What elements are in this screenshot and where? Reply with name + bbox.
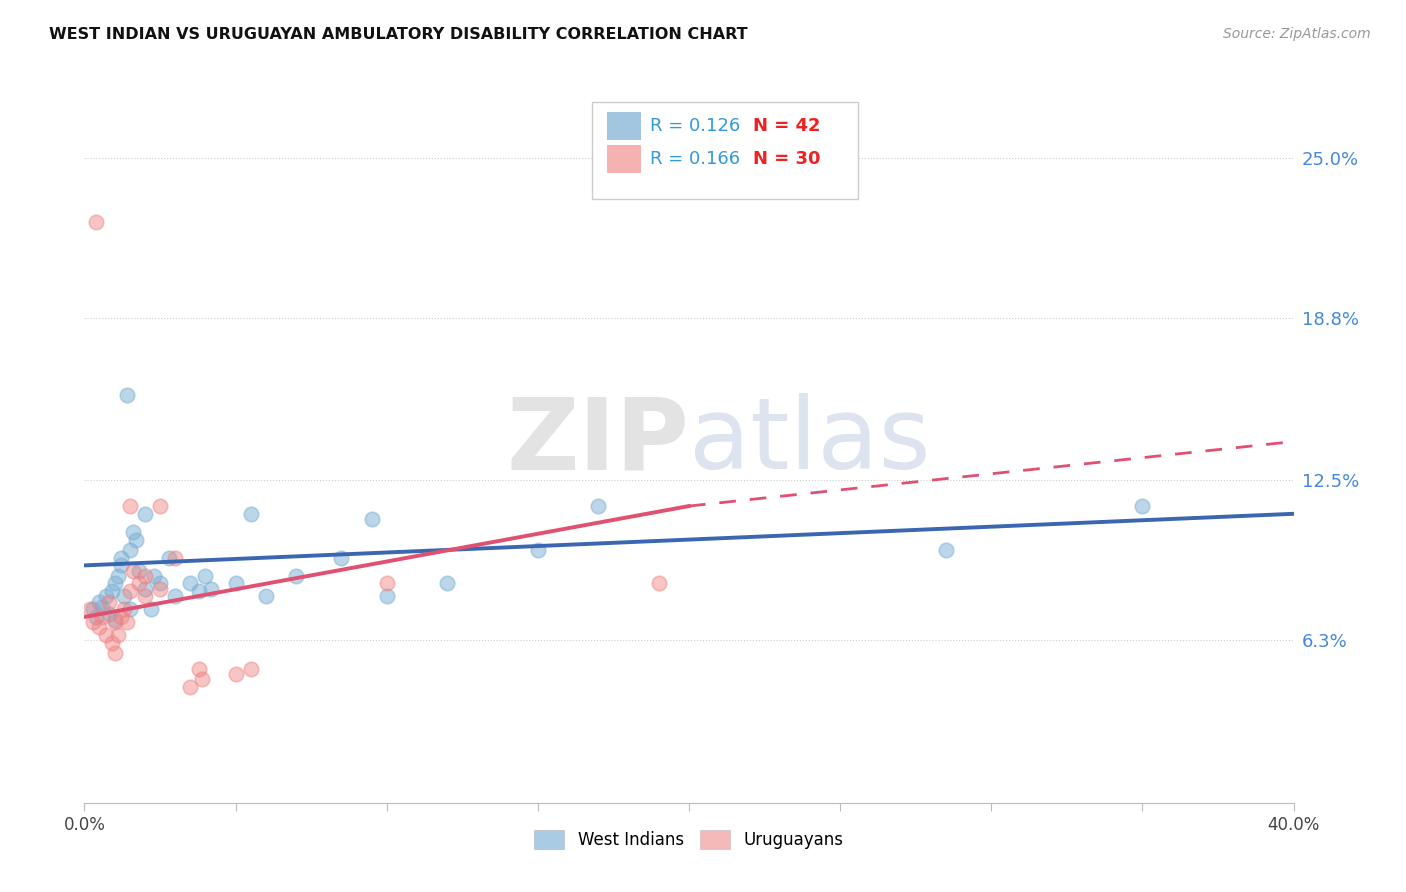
Point (121, 564, 143, 578)
Point (115, 615, 138, 630)
Point (149, 576, 172, 591)
Point (104, 576, 127, 591)
Point (165, 550, 187, 565)
Point (188, 662, 211, 676)
Text: WEST INDIAN VS URUGUAYAN AMBULATORY DISABILITY CORRELATION CHART: WEST INDIAN VS URUGUAYAN AMBULATORY DISA… (49, 27, 748, 42)
Point (285, 568, 308, 582)
Point (118, 499, 141, 513)
Point (94, 628, 117, 642)
Text: R = 0.126: R = 0.126 (650, 117, 741, 135)
Point (112, 590, 135, 604)
Point (104, 646, 127, 660)
Point (648, 576, 671, 591)
Point (82, 602, 104, 616)
Point (360, 512, 382, 526)
Point (134, 507, 156, 521)
Point (330, 550, 353, 565)
Point (134, 568, 156, 582)
Point (239, 662, 262, 676)
Point (191, 672, 214, 686)
Point (107, 568, 129, 582)
Point (110, 550, 132, 565)
Bar (607, 145, 641, 173)
Point (588, 499, 610, 513)
Point (110, 610, 132, 624)
Point (134, 590, 156, 604)
Point (157, 550, 180, 565)
Point (89, 620, 111, 634)
Point (94, 590, 117, 604)
Point (91, 610, 114, 624)
Point (128, 564, 150, 578)
Point (1132, 499, 1154, 513)
Point (139, 602, 162, 616)
Point (375, 590, 398, 604)
Point (142, 568, 165, 582)
Point (91, 599, 114, 614)
Point (935, 542, 957, 557)
Point (79, 602, 101, 616)
Point (179, 576, 201, 591)
Point (179, 680, 201, 694)
Point (194, 568, 217, 582)
Point (110, 558, 132, 573)
Point (97, 607, 120, 622)
Point (82, 615, 104, 630)
Text: atlas: atlas (689, 393, 931, 490)
Point (118, 602, 141, 616)
Point (128, 576, 150, 591)
Point (165, 590, 187, 604)
Bar (607, 112, 641, 139)
Point (118, 542, 141, 557)
Point (527, 542, 550, 557)
Text: R = 0.166: R = 0.166 (650, 150, 741, 168)
Point (375, 576, 398, 591)
Point (225, 666, 247, 681)
Point (225, 576, 247, 591)
Point (134, 582, 156, 596)
Point (115, 388, 138, 402)
FancyBboxPatch shape (592, 102, 858, 200)
Point (89, 594, 111, 608)
Point (112, 602, 135, 616)
Point (100, 584, 122, 599)
Point (188, 584, 211, 599)
Legend: West Indians, Uruguayans: West Indians, Uruguayans (527, 823, 851, 856)
Point (86, 215, 108, 229)
Point (200, 582, 222, 596)
Point (118, 584, 141, 599)
Point (239, 507, 262, 521)
Point (125, 533, 148, 547)
Point (104, 613, 127, 627)
Point (149, 499, 172, 513)
Text: N = 42: N = 42 (754, 117, 821, 135)
Point (97, 594, 120, 608)
Point (254, 590, 277, 604)
Point (121, 524, 143, 539)
Point (149, 582, 172, 596)
Point (436, 576, 458, 591)
Point (104, 615, 127, 630)
Point (107, 628, 129, 642)
Point (86, 610, 108, 624)
Text: ZIP: ZIP (506, 393, 689, 490)
Point (100, 636, 122, 650)
Text: Source: ZipAtlas.com: Source: ZipAtlas.com (1223, 27, 1371, 41)
Text: N = 30: N = 30 (754, 150, 821, 168)
